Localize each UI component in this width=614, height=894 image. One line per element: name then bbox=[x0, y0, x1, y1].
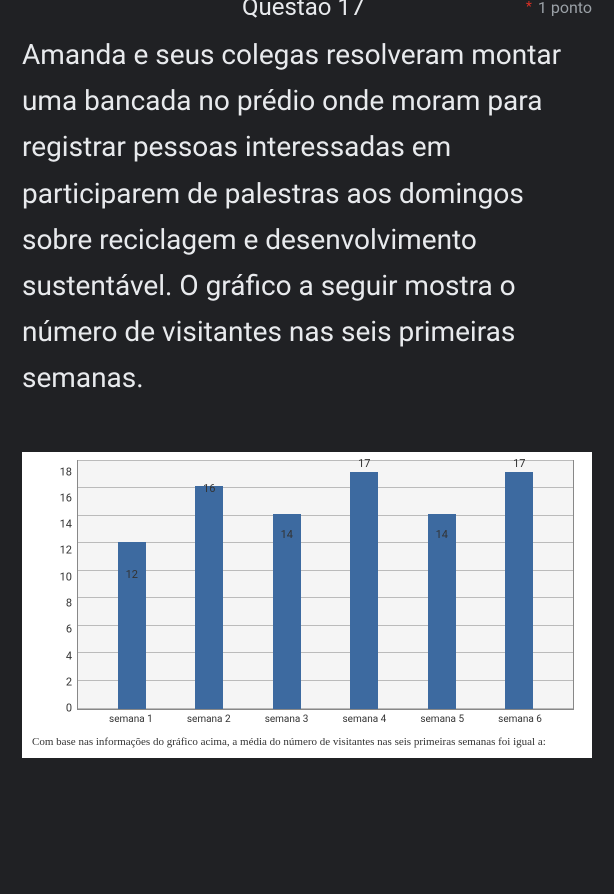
chart-container: 18 16 14 12 10 8 6 4 2 0 12 16 14 17 14 17 se… bbox=[22, 452, 592, 758]
bar bbox=[118, 542, 146, 709]
bar-value-label: 17 bbox=[358, 457, 370, 470]
bar bbox=[505, 472, 533, 708]
bars-container: 12 16 14 17 14 17 bbox=[78, 461, 573, 709]
question-header: Questão 17 * 1 ponto bbox=[0, 0, 614, 14]
y-tick: 4 bbox=[50, 650, 72, 661]
y-tick: 16 bbox=[50, 492, 72, 503]
bar-value-label: 14 bbox=[281, 528, 293, 541]
bar-group: 16 bbox=[179, 486, 239, 708]
x-axis-label: semana 1 bbox=[101, 714, 161, 725]
chart-area: 18 16 14 12 10 8 6 4 2 0 121614171417 bbox=[77, 460, 574, 710]
bar-group: 17 bbox=[489, 472, 549, 708]
y-tick: 0 bbox=[50, 703, 72, 714]
bar-value-label: 16 bbox=[203, 482, 215, 495]
bar bbox=[350, 472, 378, 708]
chart-caption: Com base nas informações do gráfico acim… bbox=[32, 735, 582, 750]
x-axis-label: semana 5 bbox=[412, 714, 472, 725]
x-axis-label: semana 3 bbox=[257, 714, 317, 725]
bar-value-label: 12 bbox=[126, 568, 138, 581]
x-axis-label: semana 6 bbox=[490, 714, 550, 725]
bar bbox=[195, 486, 223, 708]
question-number: Questão 17 bbox=[242, 0, 364, 21]
y-tick: 10 bbox=[50, 571, 72, 582]
bar-group: 17 bbox=[334, 472, 394, 708]
bar-group: 14 bbox=[257, 514, 317, 708]
y-tick: 8 bbox=[50, 598, 72, 609]
x-axis-label: semana 4 bbox=[334, 714, 394, 725]
bar-value-label: 14 bbox=[436, 528, 448, 541]
y-axis: 18 16 14 12 10 8 6 4 2 0 bbox=[50, 461, 72, 709]
y-tick: 14 bbox=[50, 519, 72, 530]
bar bbox=[273, 514, 301, 708]
y-tick: 2 bbox=[50, 677, 72, 688]
x-axis-labels: semana 1 semana 2 semana 3 semana 4 semana 5… bbox=[77, 710, 574, 725]
points-label: 1 ponto bbox=[538, 0, 592, 17]
y-tick: 12 bbox=[50, 545, 72, 556]
bar-group: 12 bbox=[102, 542, 162, 709]
required-asterisk: * bbox=[526, 0, 532, 15]
question-text: Amanda e seus colegas resolveram montar … bbox=[0, 14, 614, 402]
bar bbox=[428, 514, 456, 708]
bar-group: 14 bbox=[412, 514, 472, 708]
x-axis-label: semana 2 bbox=[179, 714, 239, 725]
bar-value-label: 17 bbox=[513, 457, 525, 470]
points-container: * 1 ponto bbox=[526, 0, 592, 17]
y-tick: 6 bbox=[50, 624, 72, 635]
y-tick: 18 bbox=[50, 466, 72, 477]
